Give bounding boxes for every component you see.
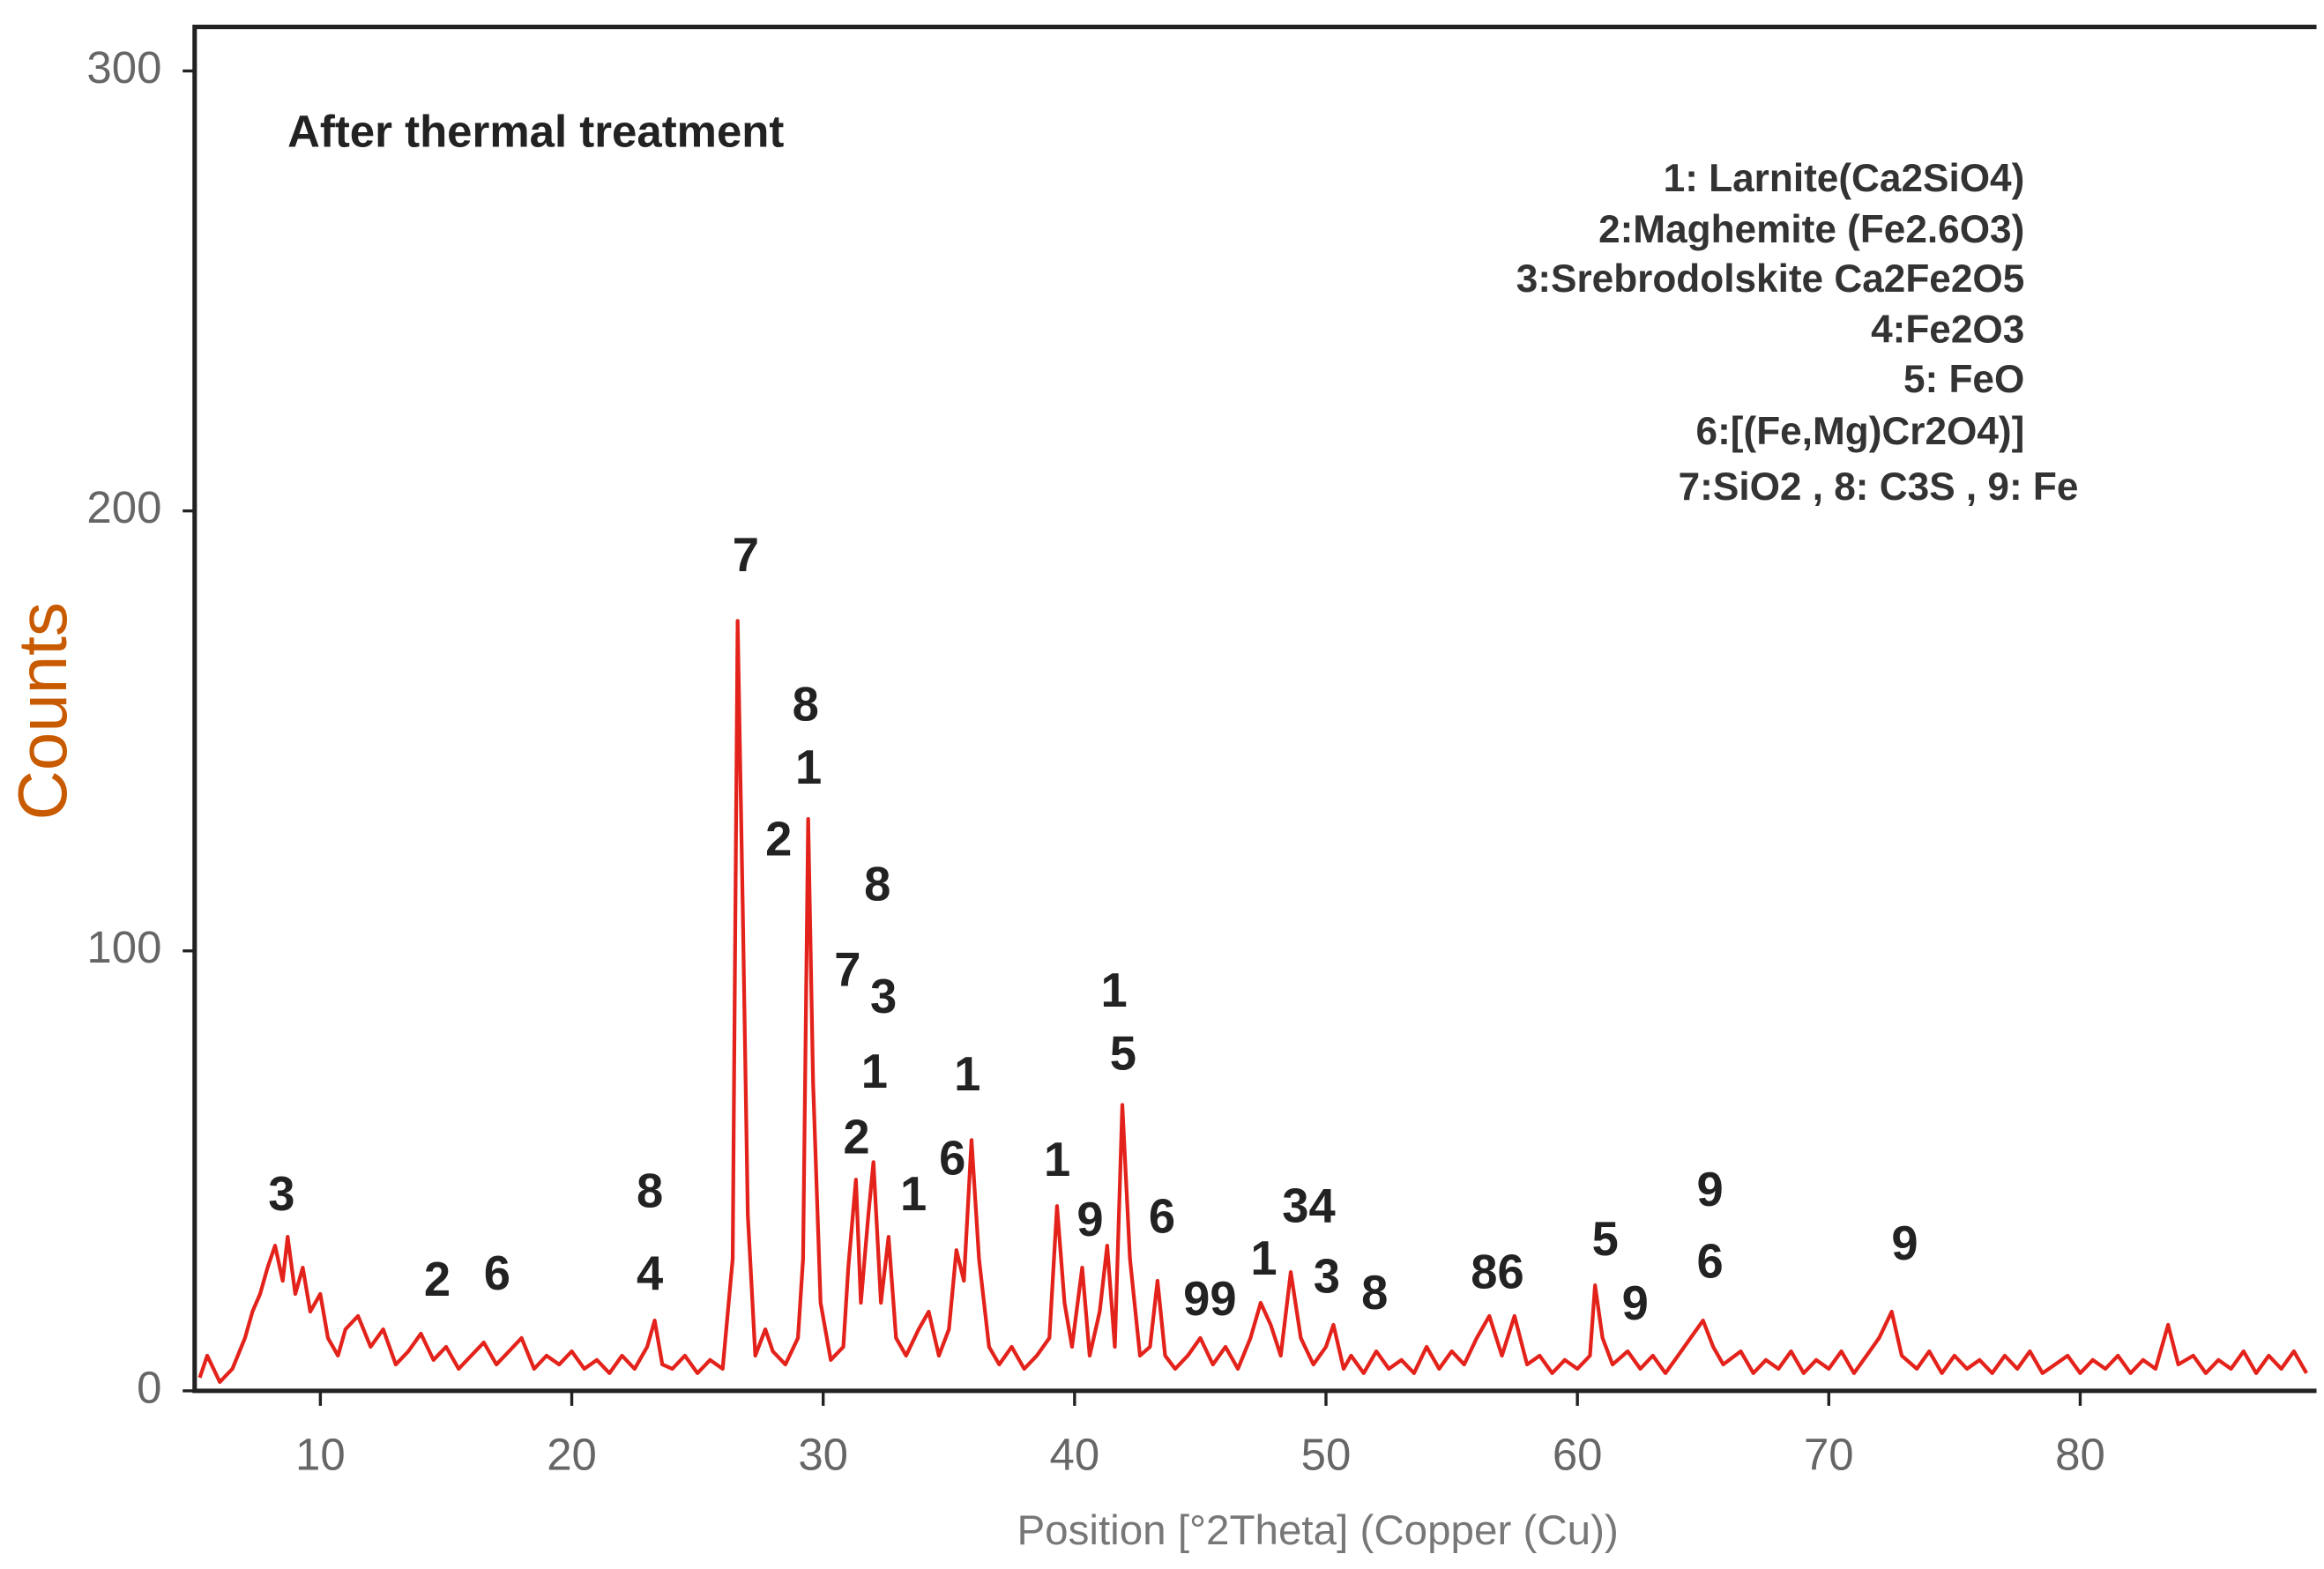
peak-label: 9: [1891, 1216, 1918, 1270]
x-axis-label: Position [°2Theta] (Copper (Cu)): [1017, 1507, 1618, 1554]
x-tick-label: 10: [295, 1430, 346, 1480]
peak-label: 7: [834, 942, 860, 996]
peak-label: 9: [1697, 1163, 1724, 1216]
legend-entry: 4:Fe2O3: [1871, 309, 2024, 352]
peak-label: 8: [793, 678, 819, 732]
peak-label: 4: [637, 1246, 663, 1300]
peak-label: 6: [484, 1246, 510, 1300]
y-tick-label: 300: [86, 42, 161, 93]
peak-label: 1: [861, 1045, 888, 1098]
peak-label: 2: [765, 813, 792, 866]
peak-label: 1: [900, 1167, 927, 1221]
peak-label: 3: [870, 970, 897, 1023]
peak-label: 8: [1361, 1266, 1388, 1320]
peak-label: 6: [939, 1131, 965, 1185]
y-axis-label: Counts: [4, 602, 81, 821]
plot-frame: [192, 25, 2317, 1394]
peak-label: 7: [733, 528, 759, 582]
peak-label: 9: [1622, 1276, 1649, 1330]
peak-label: 1: [954, 1047, 980, 1101]
x-tick-label: 80: [2055, 1430, 2105, 1480]
legend-entry: 3:Srebrodolskite Ca2Fe2O5: [1516, 257, 2025, 301]
peak-label: 5: [1110, 1026, 1136, 1080]
legend-entry: 1: Larnite(Ca2SiO4): [1664, 157, 2025, 200]
peak-label: 3: [268, 1167, 294, 1221]
peak-label: 2: [843, 1111, 869, 1164]
peak-label: 1: [795, 740, 822, 794]
x-tick-label: 70: [1804, 1430, 1854, 1480]
peak-label: 86: [1471, 1245, 1523, 1298]
peak-label: 1: [1250, 1231, 1277, 1285]
peak-label: 8: [637, 1164, 663, 1218]
x-tick-label: 50: [1301, 1430, 1352, 1480]
chart-title: After thermal treatment: [287, 106, 784, 156]
y-tick-label: 200: [86, 482, 161, 532]
peak-label: 8: [864, 858, 890, 911]
legend-entry: 2:Maghemite (Fe2.6O3): [1598, 208, 2024, 251]
peak-label: 99: [1183, 1272, 1236, 1326]
y-tick-label: 0: [137, 1362, 161, 1412]
peak-label: 9: [1076, 1193, 1103, 1246]
x-tick-label: 40: [1050, 1430, 1100, 1480]
legend-entry: 5: FeO: [1903, 358, 2024, 401]
peak-label: 5: [1592, 1212, 1619, 1266]
x-tick-label: 60: [1553, 1430, 1603, 1480]
x-tick-label: 30: [798, 1430, 848, 1480]
peak-label: 6: [1697, 1235, 1724, 1289]
peak-label: 34: [1282, 1179, 1335, 1233]
legend-entry: 6:[(Fe,Mg)Cr2O4)]: [1696, 410, 2025, 453]
peak-label: 2: [424, 1253, 451, 1306]
diffraction-line: [197, 619, 2308, 1384]
peak-label: 6: [1149, 1190, 1175, 1244]
x-tick-label: 20: [547, 1430, 597, 1480]
y-tick-label: 100: [86, 922, 161, 972]
peak-label: 1: [1101, 963, 1128, 1017]
legend-entry: 7:SiO2 , 8: C3S , 9: Fe: [1679, 465, 2079, 509]
peak-label: 3: [1314, 1250, 1340, 1304]
peak-label: 1: [1044, 1133, 1070, 1186]
